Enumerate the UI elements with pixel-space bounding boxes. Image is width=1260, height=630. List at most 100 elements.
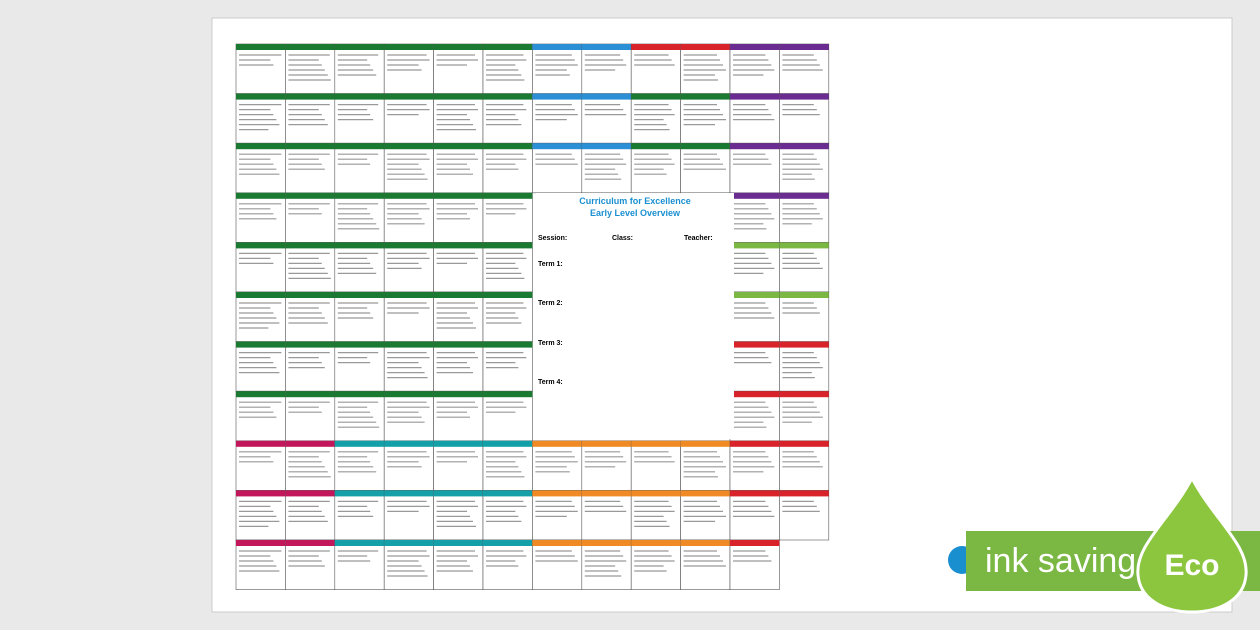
cell bbox=[285, 490, 336, 541]
cell bbox=[334, 490, 385, 541]
cell bbox=[285, 440, 336, 491]
cell-header bbox=[236, 242, 286, 249]
cell-header bbox=[384, 490, 434, 497]
cell-header bbox=[680, 540, 730, 546]
cell bbox=[630, 440, 681, 491]
cell-header bbox=[433, 490, 483, 497]
cell bbox=[334, 242, 385, 293]
cell-header bbox=[334, 93, 385, 100]
cell-header bbox=[532, 490, 582, 497]
cell-header bbox=[631, 44, 681, 50]
cell bbox=[532, 440, 583, 491]
cell-header bbox=[483, 93, 533, 100]
cell-header bbox=[384, 391, 434, 398]
cell-header bbox=[730, 292, 780, 298]
cell bbox=[680, 440, 731, 491]
cell-header bbox=[285, 341, 335, 348]
cell bbox=[383, 341, 434, 392]
cell-header bbox=[384, 341, 434, 348]
cell-header bbox=[384, 143, 434, 150]
cell bbox=[433, 390, 484, 442]
cell-header bbox=[483, 391, 533, 398]
cell-header bbox=[779, 143, 829, 150]
cell-header bbox=[384, 93, 434, 100]
cell bbox=[235, 43, 286, 94]
cell-header bbox=[236, 292, 286, 298]
cell bbox=[285, 43, 336, 94]
cell-header bbox=[433, 540, 483, 546]
cell bbox=[334, 291, 385, 342]
cell bbox=[285, 539, 336, 590]
cell bbox=[482, 539, 533, 590]
panel-subtitle: Early Level Overview bbox=[590, 208, 681, 218]
cell-header bbox=[532, 143, 582, 150]
cell-header bbox=[483, 341, 533, 348]
cell bbox=[630, 43, 681, 94]
cell-header bbox=[433, 143, 483, 150]
cell bbox=[729, 242, 780, 293]
field: Session: bbox=[538, 235, 567, 242]
cell-header bbox=[680, 93, 730, 100]
cell-header bbox=[285, 143, 335, 150]
cell-header bbox=[236, 192, 286, 199]
cell-header bbox=[680, 143, 730, 150]
cell-header bbox=[334, 44, 385, 50]
cell bbox=[729, 390, 780, 442]
cell-header bbox=[730, 242, 780, 249]
cell-header bbox=[384, 242, 434, 249]
cell-header bbox=[236, 341, 286, 348]
cell-header bbox=[334, 292, 385, 298]
cell-header bbox=[334, 490, 385, 497]
cell-header bbox=[680, 440, 730, 447]
cell bbox=[433, 242, 484, 293]
cell-header bbox=[334, 192, 385, 199]
cell-header bbox=[236, 93, 286, 100]
cell-header bbox=[779, 440, 829, 447]
cell-header bbox=[581, 540, 632, 546]
cell-header bbox=[334, 540, 385, 546]
cell bbox=[630, 142, 681, 194]
cell bbox=[482, 490, 533, 541]
cell-header bbox=[730, 93, 780, 100]
cell-header bbox=[631, 440, 681, 447]
cell bbox=[532, 43, 583, 94]
cell-header bbox=[433, 292, 483, 298]
term: Term 4: bbox=[538, 379, 563, 386]
cell bbox=[779, 440, 830, 491]
cell bbox=[383, 490, 434, 541]
cell-header bbox=[779, 341, 829, 348]
cell bbox=[383, 291, 434, 342]
cell-header bbox=[285, 440, 335, 447]
cell-header bbox=[730, 192, 780, 199]
cell-header bbox=[236, 540, 286, 546]
cell bbox=[729, 341, 780, 392]
cell-header bbox=[285, 292, 335, 298]
cell-header bbox=[433, 440, 483, 447]
cell bbox=[779, 192, 830, 243]
cell bbox=[482, 291, 533, 342]
cell bbox=[433, 341, 484, 392]
cell bbox=[729, 539, 780, 590]
cell-header bbox=[483, 143, 533, 150]
cell bbox=[235, 490, 286, 541]
cell-header bbox=[730, 490, 780, 497]
cell bbox=[285, 242, 336, 293]
cell bbox=[383, 440, 434, 491]
cell-header bbox=[285, 391, 335, 398]
cell bbox=[680, 142, 731, 194]
cell-header bbox=[631, 143, 681, 150]
cell bbox=[680, 490, 731, 541]
cell bbox=[383, 539, 434, 590]
cell-header bbox=[433, 93, 483, 100]
cell-header bbox=[433, 44, 483, 50]
cell bbox=[334, 440, 385, 491]
cell bbox=[581, 43, 632, 94]
cell-header bbox=[581, 490, 632, 497]
cell-header bbox=[532, 93, 582, 100]
cell-header bbox=[631, 93, 681, 100]
cell bbox=[235, 341, 286, 392]
cell-header bbox=[730, 540, 780, 546]
cell-header bbox=[483, 440, 533, 447]
cell-header bbox=[730, 391, 780, 398]
